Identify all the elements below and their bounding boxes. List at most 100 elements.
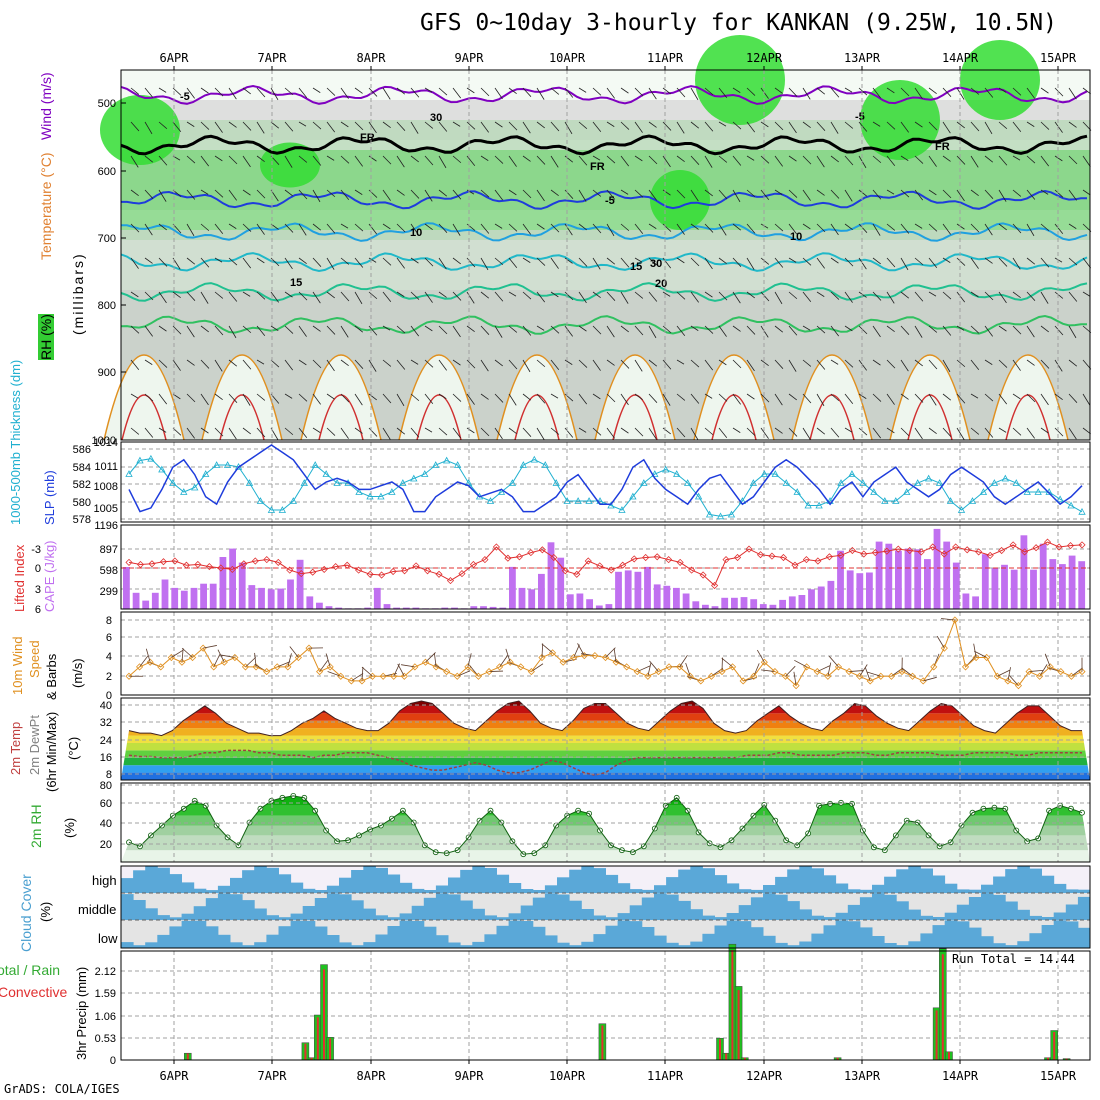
wind-barb: [354, 189, 363, 195]
date-label-top: 7APR: [258, 51, 288, 65]
wind-barb: [900, 393, 909, 400]
wind-barb: [690, 291, 699, 303]
precip-conv-bar: [304, 1043, 307, 1060]
wind-barb: [788, 189, 798, 198]
cloud-bar: [181, 913, 195, 920]
wind-barb: [816, 359, 826, 370]
wind-barb: [1012, 291, 1021, 298]
precip-tick: 0.53: [95, 1033, 116, 1045]
cloud-bar: [654, 885, 667, 893]
dewpoint-line: [128, 749, 1082, 776]
wind-barb: [200, 87, 209, 94]
wind-barb: [158, 325, 167, 332]
cloud-bar: [157, 915, 170, 920]
wind-barb: [592, 155, 601, 161]
slp-label: SLP (mb): [42, 470, 57, 525]
wind-barb: [480, 359, 489, 372]
li-point: [711, 581, 719, 590]
wind10-units: (m/s): [70, 658, 85, 688]
wind-barb: [438, 359, 447, 371]
li-point: [561, 567, 569, 575]
wind-barb: [326, 325, 336, 335]
wind-barb: [928, 291, 937, 297]
wind-barb: [325, 653, 331, 667]
wind-barb: [354, 393, 363, 406]
cape-bar: [702, 604, 709, 609]
cloud-bar: [302, 920, 316, 948]
date-label-bottom: 15APR: [1040, 1069, 1077, 1083]
wind-barb: [690, 189, 699, 202]
wind-barb: [676, 121, 685, 134]
thickness-point: [924, 474, 933, 482]
wind-barb: [998, 325, 1007, 332]
wind-barb: [1026, 121, 1035, 127]
wind-barb: [242, 393, 251, 406]
li-point: [171, 557, 179, 565]
cloud-bar: [1041, 875, 1055, 893]
wind-barb: [984, 189, 994, 199]
wind-barb: [592, 189, 602, 197]
wind-barb: [718, 427, 728, 439]
wind-point: [125, 672, 133, 680]
thickness-tick: 586: [73, 444, 91, 456]
wind-barb: [690, 155, 700, 165]
thickness-point: [300, 479, 308, 486]
wind-barb: [788, 325, 798, 336]
wind-barb: [438, 291, 447, 298]
cape-bar: [644, 566, 651, 609]
wind-barb: [816, 257, 825, 269]
cape-bar: [750, 599, 758, 609]
wind-barb: [788, 121, 797, 134]
temp-band: [121, 728, 1090, 736]
wind-tick: 8: [106, 615, 112, 627]
precip-conv-bar: [941, 954, 944, 1060]
wind-barb: [956, 155, 966, 165]
contour-label: 30: [650, 258, 662, 270]
wind-barb: [452, 189, 462, 200]
wind-barb: [522, 325, 532, 336]
contour-label: 15: [290, 277, 302, 289]
li-point: [389, 567, 397, 576]
wind-barb: [144, 121, 153, 135]
wind-point: [231, 653, 239, 662]
li-point: [825, 553, 833, 561]
wind-barb: [704, 189, 713, 197]
wind-barb: [746, 223, 756, 234]
wind-barb: [200, 393, 209, 406]
wind-barb: [214, 427, 224, 437]
cloud-bar: [799, 866, 812, 893]
thickness-point: [388, 488, 396, 495]
wind-barb: [760, 393, 770, 403]
wind-barb: [144, 393, 154, 402]
rh2m-panel: 80 60 40 20: [100, 780, 1090, 862]
wind-barb: [830, 427, 840, 438]
wind-barb: [171, 649, 184, 658]
wind-point: [601, 653, 610, 662]
wind-barb: [522, 121, 531, 134]
wind-barb: [172, 87, 182, 96]
temp-bands: [121, 701, 1090, 780]
wind-barb: [1054, 291, 1064, 299]
cape-bar: [161, 579, 169, 609]
wind-barb: [130, 189, 139, 196]
wind-barb: [844, 393, 854, 405]
wind-barb: [564, 427, 574, 438]
cape-bar: [123, 567, 130, 609]
cloud-bar: [799, 941, 812, 948]
wind-barb: [424, 121, 434, 129]
cloud-bar: [1041, 925, 1055, 948]
wind-barb: [718, 87, 728, 99]
wind-barb: [690, 427, 699, 441]
wind-barb: [662, 155, 671, 168]
wind-barb: [368, 223, 378, 235]
rh-band: [121, 850, 1090, 862]
cloud-bar: [956, 904, 970, 920]
cloud-bar: [593, 934, 606, 948]
cape-bar: [1078, 561, 1086, 609]
wind-barb: [354, 155, 363, 167]
wind-barb: [256, 155, 265, 162]
cape-tick: 299: [100, 586, 118, 598]
wind-barb: [452, 359, 461, 366]
wind-barb: [172, 359, 181, 371]
wind-barb: [620, 155, 630, 167]
